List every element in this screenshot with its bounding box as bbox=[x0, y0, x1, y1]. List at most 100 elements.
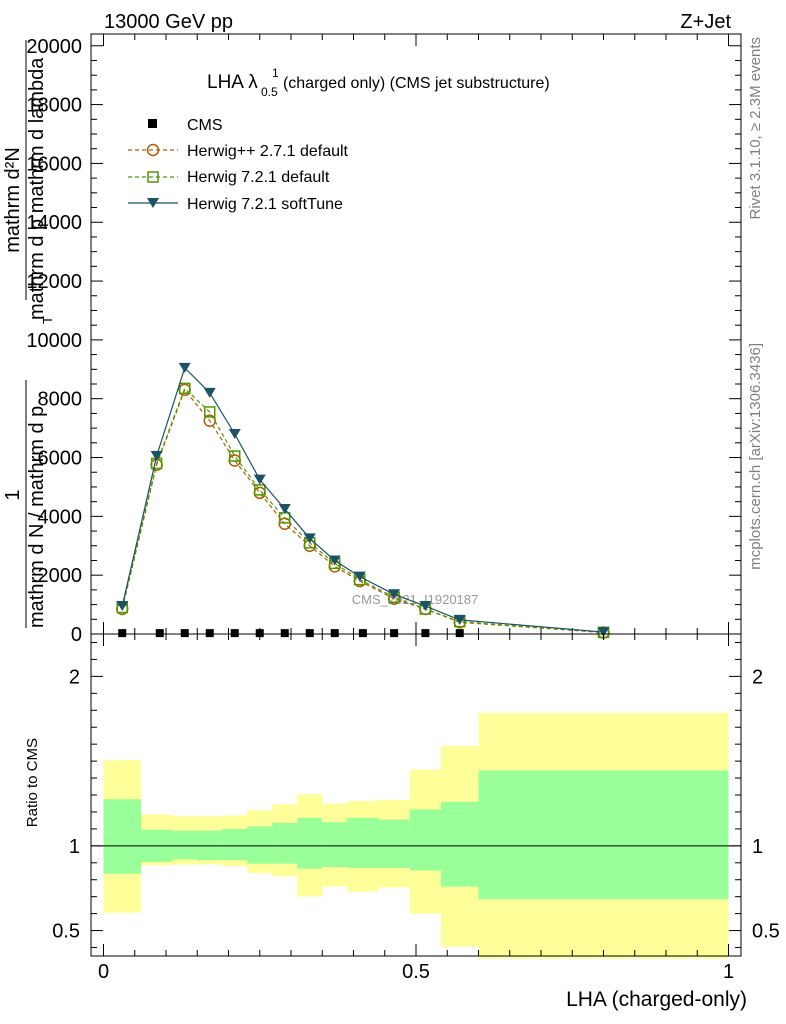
data-point bbox=[280, 629, 289, 638]
ylabel-subscript: T bbox=[40, 316, 55, 324]
data-point bbox=[155, 629, 164, 638]
ratio-band-inner bbox=[297, 817, 323, 869]
data-point bbox=[150, 451, 163, 462]
data-point bbox=[305, 629, 314, 638]
data-point bbox=[453, 614, 466, 625]
data-point bbox=[229, 450, 241, 462]
mcplots-label: mcplots.cern.ch [arXiv:1306.3436] bbox=[747, 343, 764, 570]
ratio-bands bbox=[103, 712, 729, 959]
main-panel: 0 2000 4000 6000 8000 10000 12000 14000 16000 180… bbox=[2, 33, 742, 646]
main-ytick-label: 0 bbox=[71, 624, 82, 646]
data-point bbox=[358, 629, 367, 638]
plot-title-main: LHA λ bbox=[207, 72, 258, 93]
data-point bbox=[203, 387, 216, 398]
main-ytick-labels: 0 2000 4000 6000 8000 10000 12000 14000 16000 180… bbox=[26, 36, 82, 646]
ratio-ylabel: Ratio to CMS bbox=[24, 738, 41, 827]
main-ytick-label: 8000 bbox=[38, 389, 83, 411]
data-point bbox=[178, 362, 191, 373]
main-ytick-label: 14000 bbox=[26, 212, 82, 234]
ratio-ytick-label-right: 0.5 bbox=[752, 921, 780, 943]
series-3 bbox=[116, 362, 610, 638]
legend-marker-herwigpp bbox=[146, 143, 160, 157]
data-point bbox=[253, 486, 266, 500]
ratio-band-inner bbox=[478, 770, 729, 900]
ratio-axis-ticks bbox=[91, 634, 741, 956]
data-point bbox=[203, 414, 216, 428]
data-point bbox=[388, 589, 401, 600]
series-line bbox=[121, 366, 604, 633]
ratio-ytick-labels: 0.5 0.5 1 1 2 2 bbox=[52, 666, 780, 942]
ratio-band-inner bbox=[103, 799, 141, 874]
ratio-band-inner bbox=[347, 817, 379, 868]
data-point bbox=[204, 406, 216, 418]
ratio-band-inner bbox=[172, 830, 198, 860]
data-point bbox=[116, 601, 129, 612]
data-point bbox=[455, 629, 464, 638]
ratio-xtick-labels: 0 0.5 1 bbox=[98, 961, 734, 983]
data-point bbox=[228, 429, 241, 439]
ratio-band-inner bbox=[222, 828, 248, 861]
ratio-band-inner bbox=[322, 822, 348, 868]
energy-label: 13000 GeV pp bbox=[104, 11, 233, 33]
main-ytick-label: 16000 bbox=[26, 153, 82, 175]
process-label: Z+Jet bbox=[680, 11, 731, 33]
data-point bbox=[253, 474, 266, 485]
plot-title-sub: 0.5 bbox=[261, 85, 278, 99]
main-ylabel: 1 mathrm d N / mathrm d p mathrm d²N mat… bbox=[2, 40, 55, 628]
data-point bbox=[179, 382, 191, 395]
main-ytick-label: 18000 bbox=[26, 95, 82, 117]
x-axis-label: LHA (charged-only) bbox=[566, 988, 747, 1011]
data-point bbox=[330, 629, 339, 638]
main-ytick-label: 12000 bbox=[26, 271, 82, 293]
main-series bbox=[116, 362, 610, 639]
plot-title-sup: 1 bbox=[272, 66, 279, 80]
ylabel-top-part: mathrm d²N bbox=[2, 147, 24, 253]
ratio-ytick-label: 2 bbox=[69, 666, 80, 688]
main-ytick-label: 4000 bbox=[38, 506, 83, 528]
ratio-band-inner bbox=[247, 826, 273, 864]
main-ytick-label: 10000 bbox=[26, 330, 82, 352]
data-point bbox=[353, 571, 366, 582]
data-point bbox=[118, 629, 127, 638]
ratio-panel: 0.5 0.51 12 2 0 0.5 1 Ratio to CMS LHA (charg… bbox=[24, 633, 780, 1011]
main-ytick-label: 20000 bbox=[26, 36, 82, 58]
plot-title-rest: (charged only) (CMS jet substructure) bbox=[283, 75, 550, 92]
data-point bbox=[390, 629, 399, 638]
legend-label-softtune: Herwig 7.2.1 softTune bbox=[187, 196, 343, 213]
main-axis-ticks bbox=[91, 34, 741, 635]
data-point bbox=[421, 629, 430, 638]
data-point bbox=[205, 629, 214, 638]
ylabel-bottom-part: mathrm d p mathrm d lambda bbox=[26, 57, 48, 320]
data-point bbox=[303, 533, 316, 544]
ratio-ytick-label: 1 bbox=[69, 836, 80, 858]
rivet-label: Rivet 3.1.10, ≥ 2.3M events bbox=[747, 37, 764, 220]
legend-label-cms: CMS bbox=[187, 117, 223, 134]
ratio-ytick-label: 0.5 bbox=[52, 921, 80, 943]
ratio-ytick-label-right: 1 bbox=[752, 836, 763, 858]
data-point bbox=[180, 629, 189, 638]
plot-title: LHA λ 0.5 (charged only) (CMS jet substr… bbox=[207, 72, 550, 101]
xtick-label: 0 bbox=[98, 961, 109, 983]
data-point bbox=[230, 629, 239, 638]
ylabel-numerator: 1 bbox=[2, 489, 24, 500]
main-ytick-label: 6000 bbox=[38, 448, 83, 470]
ratio-band-inner bbox=[409, 809, 441, 871]
legend: CMS Herwig++ 2.7.1 default Herwig 7.2.1 … bbox=[128, 117, 349, 213]
data-point bbox=[254, 484, 266, 496]
xtick-label: 0.5 bbox=[402, 961, 430, 983]
data-point bbox=[328, 555, 341, 566]
data-point bbox=[255, 629, 264, 638]
analysis-watermark: CMS_2021_I1920187 bbox=[352, 592, 479, 607]
series-0 bbox=[118, 629, 464, 638]
legend-label-herwig7: Herwig 7.2.1 default bbox=[187, 169, 330, 186]
xtick-label: 1 bbox=[723, 961, 734, 983]
data-point bbox=[278, 504, 291, 514]
ylabel-denominator: mathrm d N / mathrm d p bbox=[26, 406, 48, 628]
legend-marker-softtune bbox=[147, 198, 159, 208]
data-point bbox=[419, 601, 432, 612]
legend-label-herwigpp: Herwig++ 2.7.1 default bbox=[187, 143, 349, 160]
ratio-band-inner bbox=[441, 801, 479, 887]
data-point bbox=[597, 627, 610, 638]
main-ytick-label: 2000 bbox=[38, 565, 83, 587]
